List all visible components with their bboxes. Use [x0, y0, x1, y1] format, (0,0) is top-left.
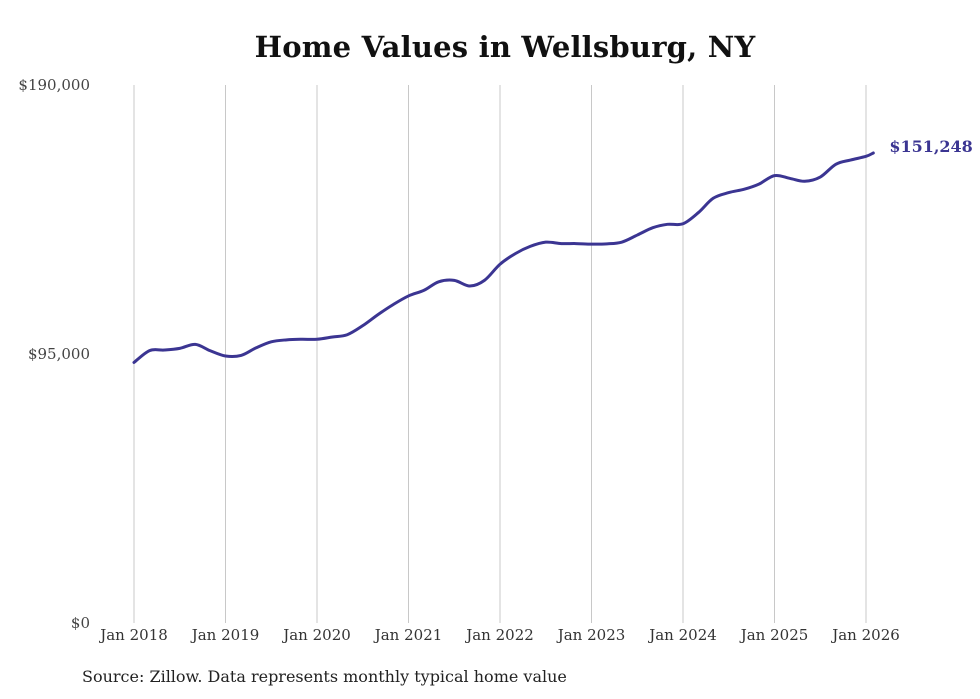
y-tick-label: $95,000	[28, 345, 90, 363]
source-note: Source: Zillow. Data represents monthly …	[82, 667, 567, 686]
x-tick-label: Jan 2022	[464, 626, 534, 644]
x-tick-label: Jan 2021	[373, 626, 443, 644]
label-layer: $151,248	[889, 137, 973, 156]
x-tick-label: Jan 2020	[281, 626, 351, 644]
x-tick-label: Jan 2018	[98, 626, 168, 644]
y-tick-label: $0	[71, 614, 90, 632]
series-layer	[132, 151, 875, 364]
x-tick-label: Jan 2026	[830, 626, 900, 644]
series-line-0	[132, 151, 875, 364]
x-tick-label: Jan 2019	[190, 626, 260, 644]
x-tick-label: Jan 2024	[647, 626, 717, 644]
x-tick-label: Jan 2025	[739, 626, 809, 644]
end-value-label: $151,248	[889, 137, 973, 156]
y-tick-label: $190,000	[18, 76, 90, 94]
y-axis: $0 $95,000 $190,000	[18, 76, 90, 632]
chart-title: Home Values in Wellsburg, NY	[254, 30, 756, 64]
x-tick-label: Jan 2023	[556, 626, 626, 644]
x-axis: Jan 2018 Jan 2019 Jan 2020 Jan 2021 Jan 2022…	[98, 626, 900, 644]
